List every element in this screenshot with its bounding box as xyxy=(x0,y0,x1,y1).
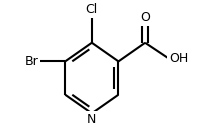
Text: Br: Br xyxy=(25,55,38,68)
Text: Cl: Cl xyxy=(85,3,98,16)
Text: Br: Br xyxy=(25,55,38,68)
Text: N: N xyxy=(87,113,96,126)
Text: O: O xyxy=(140,11,149,24)
Text: OH: OH xyxy=(168,52,187,65)
Text: OH: OH xyxy=(168,52,187,65)
Text: N: N xyxy=(87,113,96,126)
Text: Cl: Cl xyxy=(85,3,98,16)
Text: O: O xyxy=(140,11,149,24)
